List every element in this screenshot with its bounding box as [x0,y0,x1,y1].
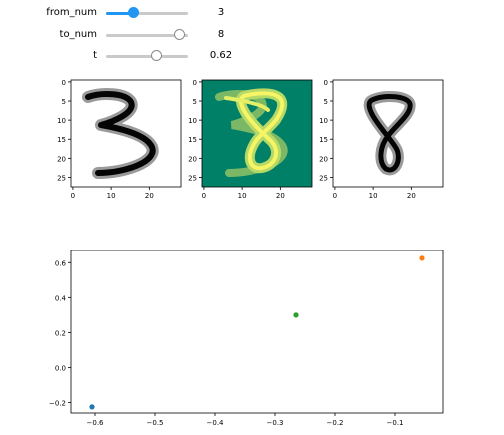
scatter-point [419,255,425,261]
t-slider-row: t 0.62 [0,47,300,65]
t-label: t [93,50,97,61]
interp-top-bar [224,96,270,112]
to-num-slider-track[interactable] [106,29,188,40]
panel-xtick-label: 0 [71,192,75,200]
scatter-xtick-label: −0.5 [147,419,164,427]
scatter-xtick-label: −0.3 [267,419,284,427]
scatter-ticks: −0.6 −0.5 −0.4 −0.3 −0.2 −0.1 −0.2 0.0 0.2 0.4 0.6 [49,259,404,427]
panel-ytick-label: 20 [188,155,197,163]
scatter-ytick-label: 0.2 [55,329,66,337]
scatter-point [293,312,299,318]
scatter-ytick-label: −0.2 [49,399,66,407]
from-num-value: 3 [217,7,225,18]
panel-ytick-label: 25 [319,174,328,182]
panel-ytick-label: 5 [324,98,328,106]
from-digit-panel [70,79,182,188]
scatter-points [89,255,425,410]
interp-eight [224,88,288,174]
panel-ytick-label: 10 [319,117,328,125]
scatter-point [89,404,95,410]
interp-eight-core [239,91,285,171]
scatter-ytick-label: 0.6 [55,259,67,267]
from-num-slider-row: from_num 3 [0,4,300,22]
t-slider-handle[interactable] [150,50,162,61]
interpolated-frame [201,79,313,188]
panel-xtick-label: 10 [369,192,378,200]
panel-ytick-label: 20 [319,155,328,163]
panel-ytick-label: 5 [193,98,197,106]
panel-ytick-label: 15 [57,136,66,144]
t-slider-track[interactable] [106,50,188,61]
scatter-ytick-label: 0.4 [55,294,67,302]
t-value: 0.62 [209,50,233,61]
panel-xtick-label: 10 [238,192,247,200]
panel-xtick-label: 20 [145,192,154,200]
panel-xtick-label: 10 [107,192,116,200]
panel-xtick-label: 0 [333,192,337,200]
scatter-ytick-label: 0.0 [55,364,66,372]
from-num-slider-track[interactable] [106,7,188,18]
digit-panels-figure: 0 5 10 15 20 25 0 10 20 0 5 10 15 20 25 0 10 20 0 5 10 15 20 25… [57,79,444,200]
eight-core [366,94,413,173]
from-num-label: from_num [46,7,97,18]
to-num-value: 8 [217,29,225,40]
from-num-slider-fill [106,12,134,15]
scatter-xtick-label: −0.1 [387,419,404,427]
three-core [85,91,156,176]
panel-ytick-label: 5 [62,98,66,106]
panel-ytick-label: 25 [57,174,66,182]
panel-xtick-label: 20 [276,192,285,200]
panel-ytick-label: 15 [188,136,197,144]
digit-eight-strokes [363,91,416,176]
to-digit-panel [332,79,444,188]
scatter-axes-frame [70,250,444,414]
panel-ytick-label: 0 [324,79,328,87]
scatter-xtick-label: −0.6 [87,419,105,427]
scatter-xtick-label: −0.4 [207,419,225,427]
panel-ytick-label: 25 [188,174,197,182]
panel-ytick-label: 0 [62,79,66,87]
scatter-chart: −0.6 −0.5 −0.4 −0.3 −0.2 −0.1 −0.2 0.0 0.2 0.4 0.6 [49,250,444,427]
interpolated-panel [201,79,313,188]
panel-ytick-label: 0 [193,79,197,87]
to-num-slider-handle[interactable] [173,29,185,40]
scatter-xtick-label: −0.2 [327,419,344,427]
from-num-slider-handle[interactable] [127,7,139,18]
panel-ytick-label: 10 [188,117,197,125]
panel-ytick-label: 20 [57,155,66,163]
to-num-label: to_num [59,29,97,40]
panel-ytick-label: 10 [57,117,66,125]
panel-xtick-label: 20 [407,192,416,200]
digit-three-strokes [82,88,159,179]
to-num-slider-row: to_num 8 [0,26,300,44]
panel-axes: 0 5 10 15 20 25 0 10 20 0 5 10 15 20 25 0 10 20 0 5 10 15 20 25… [57,79,416,200]
panel-ytick-label: 15 [319,136,328,144]
panel-xtick-label: 0 [202,192,206,200]
